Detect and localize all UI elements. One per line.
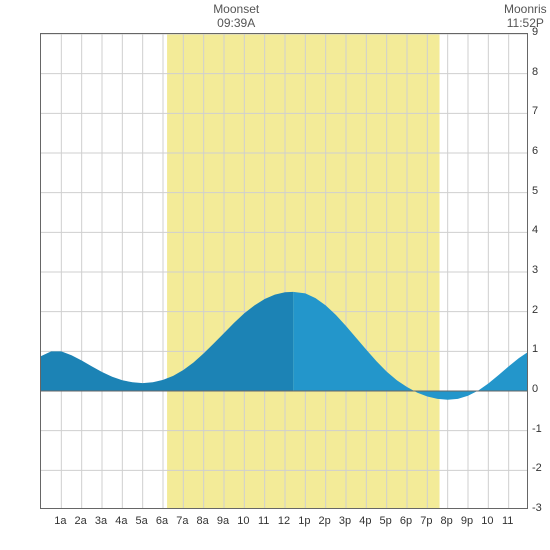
x-tick-label: 3p xyxy=(335,515,355,527)
gridlines xyxy=(41,34,528,509)
x-tick-label: 9a xyxy=(213,515,233,527)
x-tick-label: 5p xyxy=(376,515,396,527)
x-tick-label: 12 xyxy=(274,515,294,527)
y-tick-label: 1 xyxy=(532,343,550,355)
x-tick-label: 11 xyxy=(254,515,274,527)
x-tick-label: 4p xyxy=(355,515,375,527)
tide-chart: Moonset09:39AMoonris11:52P1a2a3a4a5a6a7a… xyxy=(0,0,550,550)
chart-svg xyxy=(41,34,528,509)
y-tick-label: 0 xyxy=(532,383,550,395)
y-tick-label: 7 xyxy=(532,105,550,117)
x-tick-label: 6p xyxy=(396,515,416,527)
y-tick-label: 2 xyxy=(532,304,550,316)
x-tick-label: 5a xyxy=(132,515,152,527)
x-tick-label: 8p xyxy=(437,515,457,527)
y-tick-label: -3 xyxy=(532,502,550,514)
moon-event-time: 09:39A xyxy=(206,16,266,30)
y-tick-label: 4 xyxy=(532,224,550,236)
x-tick-label: 2p xyxy=(315,515,335,527)
x-tick-label: 2a xyxy=(71,515,91,527)
x-tick-label: 7a xyxy=(172,515,192,527)
plot-area xyxy=(40,33,528,509)
x-tick-label: 4a xyxy=(111,515,131,527)
y-tick-label: -2 xyxy=(532,462,550,474)
x-tick-label: 3a xyxy=(91,515,111,527)
y-tick-label: 6 xyxy=(532,145,550,157)
moon-event-title: Moonset xyxy=(206,2,266,16)
y-tick-label: 5 xyxy=(532,185,550,197)
x-tick-label: 1p xyxy=(294,515,314,527)
x-tick-label: 11 xyxy=(498,515,518,527)
x-tick-label: 8a xyxy=(193,515,213,527)
y-tick-label: 3 xyxy=(532,264,550,276)
moon-event-title: Moonris xyxy=(495,2,550,16)
y-tick-label: -1 xyxy=(532,423,550,435)
y-tick-label: 9 xyxy=(532,26,550,38)
x-tick-label: 10 xyxy=(477,515,497,527)
x-tick-label: 6a xyxy=(152,515,172,527)
x-tick-label: 1a xyxy=(50,515,70,527)
x-tick-label: 10 xyxy=(233,515,253,527)
x-tick-label: 7p xyxy=(416,515,436,527)
x-tick-label: 9p xyxy=(457,515,477,527)
y-tick-label: 8 xyxy=(532,66,550,78)
moonset-label: Moonset09:39A xyxy=(206,2,266,31)
